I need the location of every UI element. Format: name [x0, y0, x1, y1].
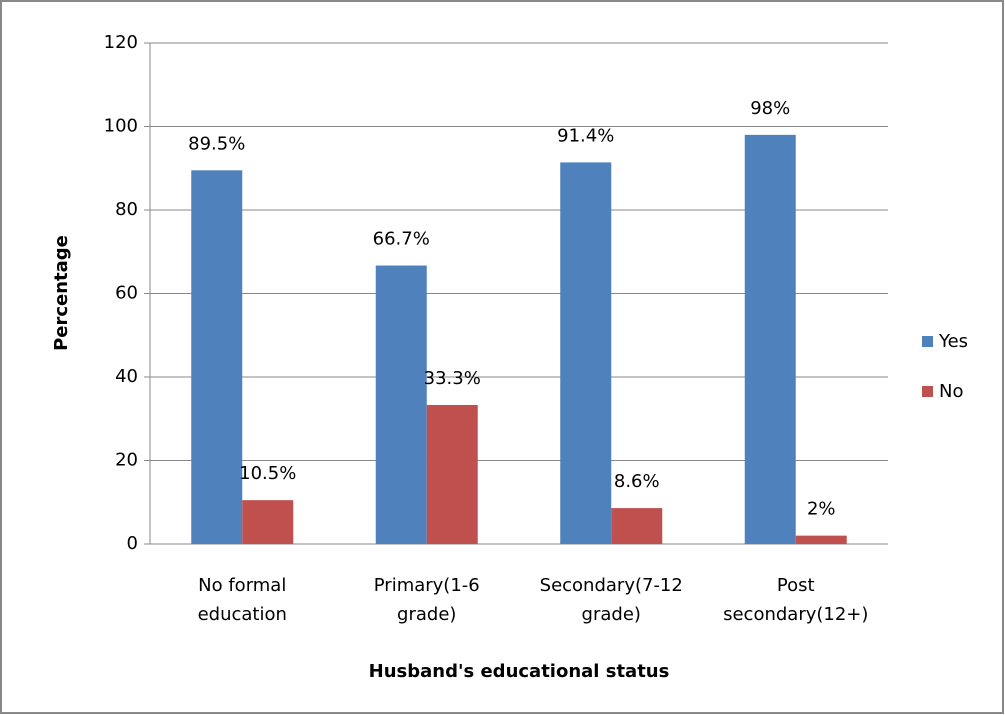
- bar: [191, 170, 243, 544]
- x-tick-label-line: Secondary(7-12: [540, 575, 683, 596]
- bar: [744, 134, 796, 544]
- data-label: 33.3%: [424, 368, 481, 389]
- x-tick-label-line: Post: [777, 575, 815, 596]
- bar: [611, 508, 663, 544]
- y-tick-label: 100: [104, 116, 138, 137]
- x-tick-label: Primary(1-6 grade): [374, 575, 480, 625]
- y-tick-label: 120: [104, 32, 138, 53]
- data-label: 8.6%: [614, 471, 660, 492]
- data-label: 91.4%: [557, 125, 614, 146]
- bar: [375, 265, 427, 544]
- legend-swatch: [922, 386, 933, 397]
- data-label: 66.7%: [373, 229, 430, 250]
- y-tick-label: 60: [115, 283, 138, 304]
- bar: [795, 535, 847, 544]
- x-axis-label: Husband's educational status: [369, 661, 670, 682]
- y-tick-label: 20: [115, 450, 138, 471]
- data-label: 10.5%: [239, 463, 296, 484]
- x-tick-label: No formal education: [198, 575, 287, 625]
- x-tick-label-line: No formal: [198, 575, 286, 596]
- x-tick-label-line: grade): [582, 604, 641, 625]
- y-tick-label: 40: [115, 366, 138, 387]
- y-tick-label: 0: [127, 533, 138, 554]
- x-tick-label: Secondary(7-12 grade): [540, 575, 683, 625]
- y-axis-label: Percentage: [51, 235, 72, 351]
- bar: [242, 500, 294, 544]
- x-tick-label-line: secondary(12+): [723, 604, 868, 625]
- x-tick-label: Post secondary(12+): [723, 575, 868, 625]
- data-label: 98%: [750, 98, 790, 119]
- data-label: 89.5%: [188, 133, 245, 154]
- bar: [426, 404, 478, 544]
- x-tick-label-line: education: [198, 604, 287, 625]
- legend-swatch: [922, 336, 933, 347]
- data-label: 2%: [807, 499, 836, 520]
- x-tick-label-line: Primary(1-6: [374, 575, 480, 596]
- legend-label: No: [939, 381, 963, 402]
- legend-label: Yes: [938, 331, 968, 352]
- bar: [560, 162, 612, 544]
- y-tick-label: 80: [115, 199, 138, 220]
- x-tick-label-line: grade): [397, 604, 456, 625]
